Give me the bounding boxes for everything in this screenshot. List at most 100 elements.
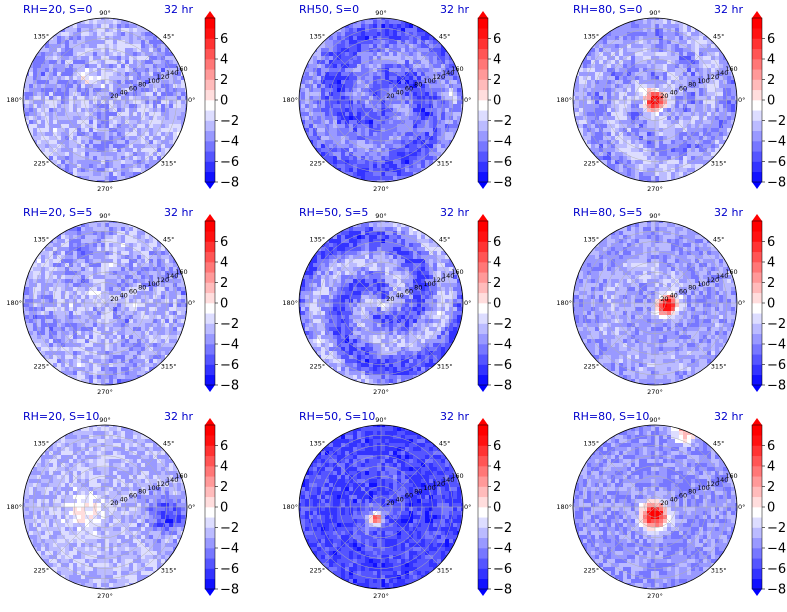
angular-tick-label: 225° <box>584 567 600 575</box>
colorbar: 6 4 2 0 −2 −4 −6 −8 <box>204 418 239 598</box>
colorbar-tick-label: −2 <box>767 114 786 129</box>
colorbar-tick-label: −8 <box>493 176 512 191</box>
panel-time-label: 32 hr <box>714 3 743 16</box>
panel-time-label: 32 hr <box>714 410 743 423</box>
colorbar-tick-label: −4 <box>767 135 786 150</box>
colorbar-tick-label: 0 <box>493 297 501 312</box>
panel-title: RH=80, S=5 <box>573 206 642 219</box>
angular-tick-label: 0° <box>188 299 195 307</box>
colorbar: 6 4 2 0 −2 −4 −6 −8 <box>751 11 786 191</box>
polar-frame <box>298 424 464 590</box>
colorbar-tick-label: 6 <box>220 32 228 47</box>
colorbar-tick-label: 6 <box>767 439 775 454</box>
polar-frame <box>22 424 188 590</box>
colorbar-tick-label: 0 <box>493 94 501 109</box>
panel-title: RH=20, S=0 <box>23 3 92 16</box>
colorbar: 6 4 2 0 −2 −4 −6 −8 <box>751 418 786 598</box>
radial-tick-label: 40 <box>396 88 404 96</box>
radial-tick-label: 160 <box>725 65 737 73</box>
colorbar-tick-label: 2 <box>767 480 775 495</box>
angular-tick-label: 90° <box>99 416 111 424</box>
angular-tick-label: 270° <box>373 185 389 193</box>
colorbar-tick-label: 0 <box>767 297 775 312</box>
polar-grid <box>572 424 738 590</box>
radial-tick-label: 60 <box>405 491 413 499</box>
colorbar-tick-label: 0 <box>767 501 775 516</box>
polar-panel: 20 40 60 80 1001201401600°45°90°135°180°225°… <box>6 206 239 396</box>
colorbar: 6 4 2 0 −2 −4 −6 −8 <box>477 214 512 394</box>
polar-grid <box>572 17 738 183</box>
polar-frame <box>22 220 188 386</box>
angular-tick-label: 270° <box>647 185 663 193</box>
colorbar-tick-label: 4 <box>220 460 228 475</box>
radial-tick-label: 20 <box>660 92 668 100</box>
panel-time-label: 32 hr <box>440 206 469 219</box>
colorbar-tick-label: −8 <box>493 583 512 598</box>
colorbar-tick-label: 2 <box>220 73 228 88</box>
angular-tick-label: 315° <box>161 363 177 371</box>
angular-tick-label: 225° <box>584 363 600 371</box>
colorbar-tick-label: 2 <box>493 73 501 88</box>
colorbar-tick-label: −8 <box>767 583 786 598</box>
colorbar-tick-label: −4 <box>493 135 512 150</box>
colorbar-tick-label: −4 <box>220 542 239 557</box>
radial-tick-label: 60 <box>679 491 687 499</box>
angular-tick-label: 90° <box>99 9 111 17</box>
angular-tick-label: 90° <box>375 212 387 220</box>
radial-tick-label: 80 <box>688 81 696 89</box>
angular-tick-label: 135° <box>584 32 600 40</box>
colorbar-tick-label: 4 <box>220 256 228 271</box>
radial-tick-label: 120 <box>433 73 445 81</box>
radial-tick-label: 140 <box>442 476 454 484</box>
polar-grid <box>22 220 188 386</box>
angular-tick-label: 90° <box>375 416 387 424</box>
angular-tick-label: 180° <box>556 96 572 104</box>
radial-tick-label: 160 <box>175 472 187 480</box>
colorbar-tick-label: −8 <box>220 583 239 598</box>
polar-panel: 20 40 60 80 1001201401600°45°90°135°180°225°… <box>556 206 786 396</box>
angular-tick-label: 45° <box>439 32 451 40</box>
angular-tick-label: 90° <box>649 212 661 220</box>
angular-tick-label: 135° <box>34 32 50 40</box>
panel-time-label: 32 hr <box>440 3 469 16</box>
angular-tick-label: 45° <box>163 439 175 447</box>
colorbar-tick-label: −6 <box>767 562 786 577</box>
angular-tick-label: 315° <box>711 363 727 371</box>
polar-frame <box>298 220 464 386</box>
angular-tick-label: 180° <box>6 96 22 104</box>
radial-tick-label: 100 <box>697 77 709 85</box>
colorbar-tick-label: −6 <box>493 562 512 577</box>
colorbar-tick-label: 2 <box>220 276 228 291</box>
radial-tick-label: 20 <box>660 499 668 507</box>
angular-tick-label: 270° <box>647 592 663 600</box>
polar-panel: 20 40 60 80 1001201401600°45°90°135°180°225°… <box>6 3 239 193</box>
angular-tick-label: 135° <box>584 439 600 447</box>
radial-tick-label: 160 <box>451 472 463 480</box>
polar-panel: 20 40 60 80 1001201401600°45°90°135°180°225°… <box>282 410 512 600</box>
radial-tick-label: 80 <box>414 284 422 292</box>
radial-tick-label: 120 <box>707 276 719 284</box>
angular-tick-label: 270° <box>373 388 389 396</box>
colorbar-tick-label: 4 <box>767 460 775 475</box>
radial-tick-label: 60 <box>129 491 137 499</box>
angular-tick-label: 180° <box>556 299 572 307</box>
radial-tick-label: 160 <box>725 268 737 276</box>
colorbar-tick-label: −4 <box>493 338 512 353</box>
radial-tick-label: 140 <box>442 69 454 77</box>
angular-tick-label: 270° <box>97 592 113 600</box>
panel-time-label: 32 hr <box>714 206 743 219</box>
colorbar-tick-label: −6 <box>220 155 239 170</box>
polar-grid <box>22 424 188 590</box>
radial-tick-label: 140 <box>716 272 728 280</box>
colorbar-tick-label: −4 <box>220 338 239 353</box>
colorbar-tick-label: −2 <box>220 317 239 332</box>
angular-tick-label: 45° <box>163 235 175 243</box>
colorbar-tick-label: −4 <box>220 135 239 150</box>
radial-tick-label: 120 <box>707 73 719 81</box>
angular-tick-label: 90° <box>649 416 661 424</box>
panel-title: RH=20, S=10 <box>23 410 99 423</box>
radial-tick-label: 100 <box>147 77 159 85</box>
angular-tick-label: 225° <box>34 160 50 168</box>
radial-tick-label: 80 <box>688 284 696 292</box>
polar-frame <box>572 220 738 386</box>
